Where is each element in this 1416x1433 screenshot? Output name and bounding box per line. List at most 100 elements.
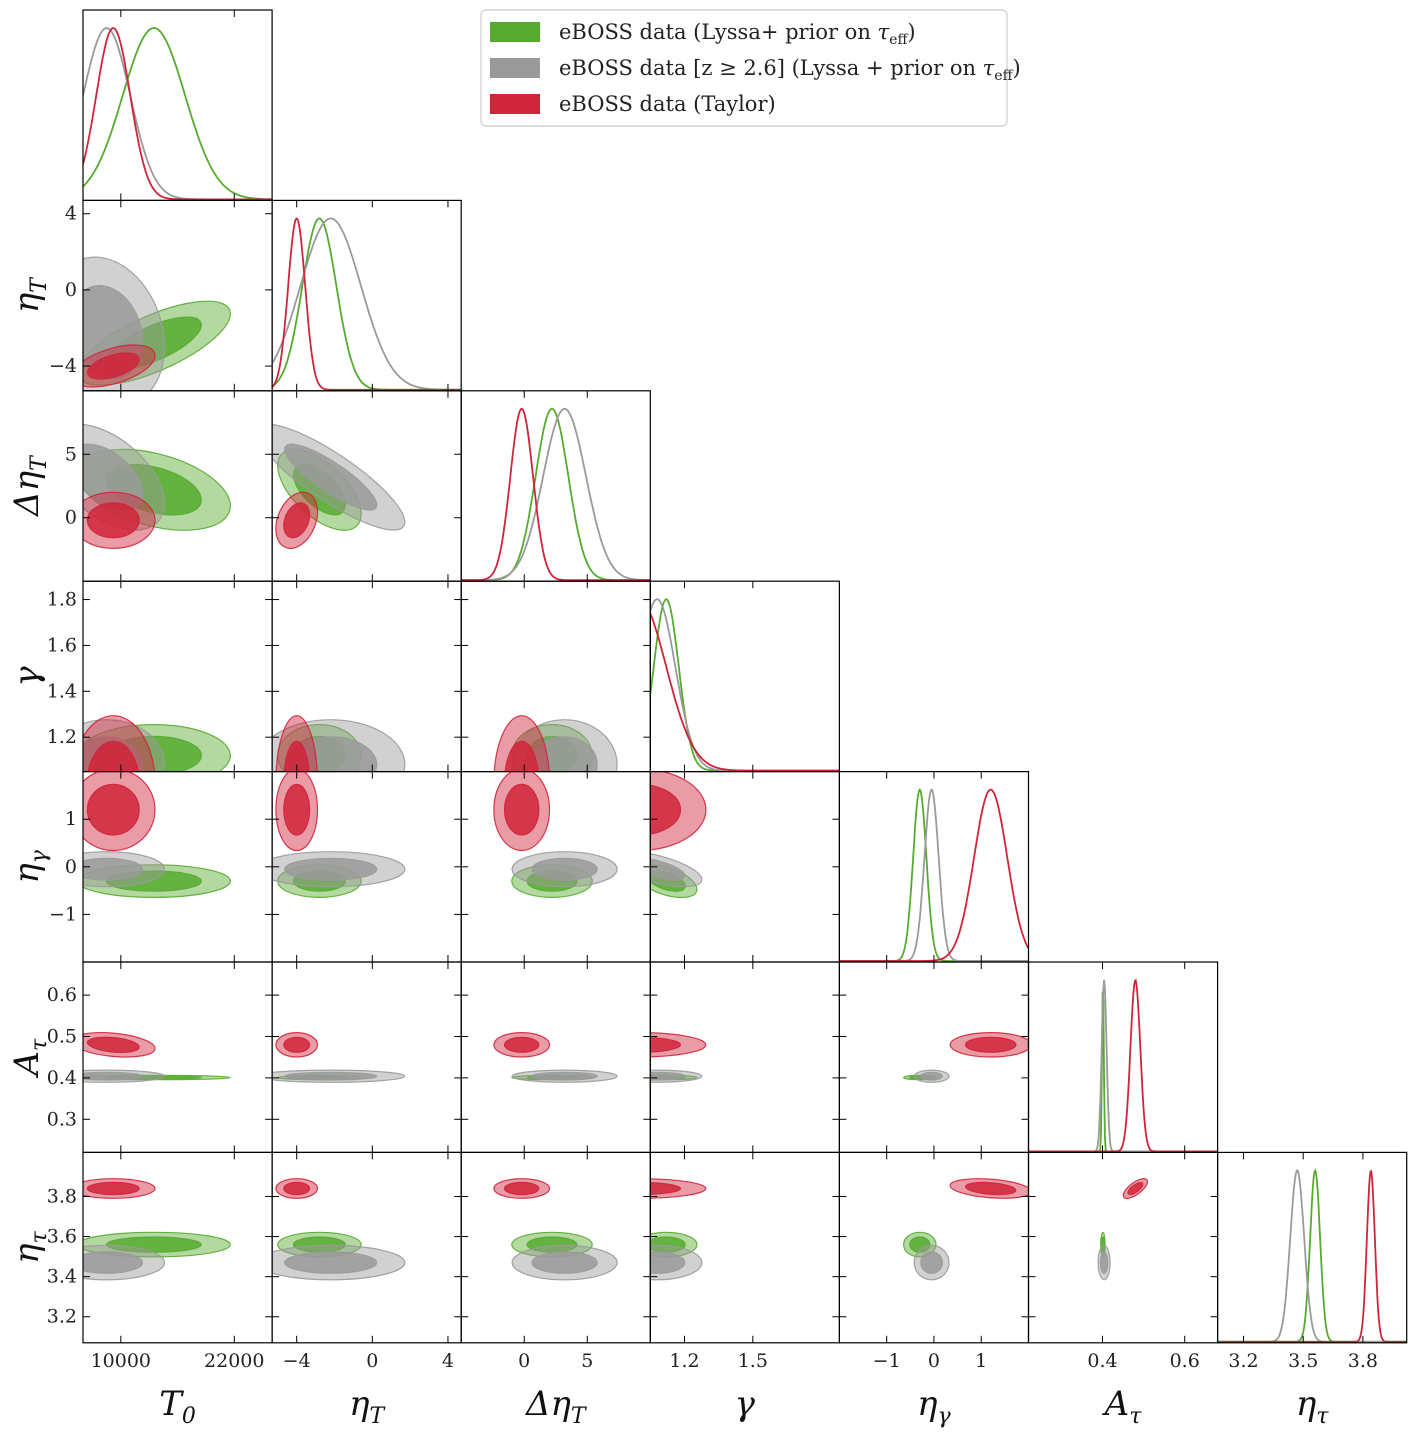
frame-Atau-T0 (82, 961, 273, 1153)
panels-layer (82, 9, 1408, 1344)
ytick-label-gamma: 1.2 (47, 726, 77, 748)
contour-etatau-etagamma-series-0-68 (909, 1236, 931, 1253)
ytick-label-etagamma: 0 (65, 856, 77, 878)
contour-etatau-DetaT-series-1-68 (531, 1251, 598, 1274)
contour-Atau-T0-series-2-68 (86, 1036, 140, 1053)
yaxis-label-sub: T (27, 276, 52, 293)
marginal-T0-series-2 (83, 27, 273, 201)
legend-box (480, 9, 1008, 127)
marginal-etatau-series-2 (1217, 1170, 1407, 1343)
marginal-gamma-series-1 (650, 598, 840, 772)
frame-etatau-Atau (1027, 1151, 1219, 1344)
marginal-DetaT-series-1 (461, 407, 651, 582)
panel-etatau-T0 (83, 1178, 231, 1281)
xtick-label-Atau: 0.6 (1170, 1350, 1200, 1372)
panel-gamma-etaT (272, 715, 406, 772)
contour-Atau-etaT-series-2-68 (283, 1036, 311, 1053)
contour-Atau-etagamma-series-1-68 (920, 1071, 943, 1081)
contour-etatau-T0-series-2-68 (86, 1181, 140, 1196)
contour-etatau-T0-series-1-68 (83, 1251, 144, 1274)
legend-tau: τ (878, 20, 890, 44)
yaxis-label-sub: τ (27, 1230, 52, 1243)
contour-gamma-DetaT-series-2-68 (503, 740, 540, 772)
contour-Atau-gamma-series-2-95 (650, 1032, 707, 1058)
panel-DetaT-T0 (83, 423, 231, 549)
xaxis-label-sub: T (571, 1404, 588, 1429)
xtick-label-etagamma: −1 (873, 1350, 901, 1372)
panel-etaT-T0 (83, 256, 231, 391)
marginal-DetaT-series-0 (461, 407, 651, 582)
contour-etagamma-T0-series-1-68 (83, 857, 144, 881)
contour-Atau-DetaT-series-2-68 (503, 1036, 540, 1053)
marginal-etaT-series-2 (272, 217, 462, 391)
frame-DetaT-DetaT (460, 390, 651, 582)
contour-gamma-DetaT-series-2-95 (493, 715, 551, 772)
xaxis-label-sub: T (369, 1404, 386, 1429)
panel-etagamma-T0 (83, 771, 231, 898)
xaxis-label-gamma: γ (735, 1384, 756, 1424)
marginal-gamma-series-2 (650, 613, 840, 772)
contour-Atau-T0-series-1-68 (83, 1071, 144, 1081)
contour-Atau-etagamma-series-2-68 (964, 1036, 1017, 1053)
contour-Atau-gamma-series-2-68 (650, 1036, 682, 1053)
panel-etatau-DetaT (493, 1178, 618, 1281)
contour-gamma-T0-series-2-68 (86, 740, 140, 772)
legend-sub: eff (889, 32, 908, 48)
panel-gamma-T0 (83, 715, 231, 772)
contour-DetaT-etaT-series-1-68 (284, 443, 378, 511)
xtick-label-T0: 10000 (91, 1350, 151, 1372)
frame-Atau-DetaT (460, 961, 651, 1153)
contour-Atau-gamma-series-1-68 (650, 1071, 686, 1081)
xaxis-label-Atau: Aτ (1102, 1384, 1143, 1429)
contour-etatau-gamma-series-2-68 (650, 1182, 682, 1195)
panel-DetaT-DetaT (461, 407, 651, 582)
contour-etagamma-etaT-series-1-68 (284, 857, 378, 881)
ytick-label-etatau: 3.4 (47, 1266, 77, 1288)
contour-etagamma-T0-series-2-68 (86, 783, 140, 836)
xtick-label-Atau: 0.4 (1087, 1350, 1117, 1372)
ytick-label-DetaT: 0 (65, 507, 77, 529)
panel-etagamma-etagamma (839, 787, 1029, 962)
contour-etagamma-gamma-series-2-68 (650, 784, 682, 835)
panel-etatau-gamma (650, 1178, 707, 1281)
frame-Atau-Atau (1027, 961, 1219, 1153)
xaxis-label-DetaT: ΔηT (524, 1384, 588, 1429)
legend-tail: ) (1013, 56, 1021, 80)
ytick-label-etagamma: 1 (65, 808, 77, 830)
yaxis-label-Atau: Aτ (7, 1038, 52, 1079)
panel-etatau-etatau (1217, 1168, 1407, 1343)
contour-DetaT-T0-series-2-68 (86, 502, 140, 539)
contour-gamma-T0-series-2-95 (83, 715, 156, 772)
ytick-label-etagamma: −1 (49, 903, 77, 925)
contour-etatau-etaT-series-2-68 (283, 1181, 311, 1196)
panel-Atau-Atau (1028, 978, 1218, 1153)
panel-gamma-DetaT (493, 715, 618, 772)
panel-etaT-etaT (272, 217, 462, 391)
ytick-label-Atau: 0.6 (47, 984, 77, 1006)
xtick-label-etagamma: 1 (975, 1350, 987, 1372)
panel-Atau-DetaT (493, 1032, 618, 1083)
contour-etaT-T0-series-2-68 (86, 352, 140, 380)
frame-gamma-gamma (649, 580, 840, 773)
xtick-label-etaT: 0 (366, 1350, 378, 1372)
contour-Atau-DetaT-series-1-68 (531, 1071, 598, 1081)
panel-Atau-T0 (83, 1031, 231, 1083)
ytick-label-Atau: 0.3 (47, 1108, 77, 1130)
ytick-label-Atau: 0.4 (47, 1067, 77, 1089)
panel-gamma-gamma (650, 598, 840, 772)
panel-etatau-Atau (1097, 1178, 1149, 1281)
yaxis-label-gamma: γ (7, 666, 47, 687)
contour-etagamma-gamma-series-1-68 (650, 857, 686, 881)
yaxis-label-sub: γ (27, 849, 52, 863)
contour-etagamma-etaT-series-2-68 (283, 783, 311, 836)
marginal-Atau-series-0 (1028, 991, 1218, 1153)
yaxis-label-sub: τ (27, 1038, 52, 1051)
contour-etagamma-DetaT-series-2-68 (503, 783, 540, 836)
legend-sub: eff (994, 68, 1013, 84)
xtick-label-DetaT: 5 (581, 1350, 593, 1372)
xaxis-label-etatau: ητ (1296, 1384, 1329, 1429)
legend-tail: ) (907, 20, 915, 44)
contour-etatau-gamma-series-2-95 (650, 1178, 707, 1199)
xaxis-label-sub: τ (1129, 1404, 1142, 1429)
